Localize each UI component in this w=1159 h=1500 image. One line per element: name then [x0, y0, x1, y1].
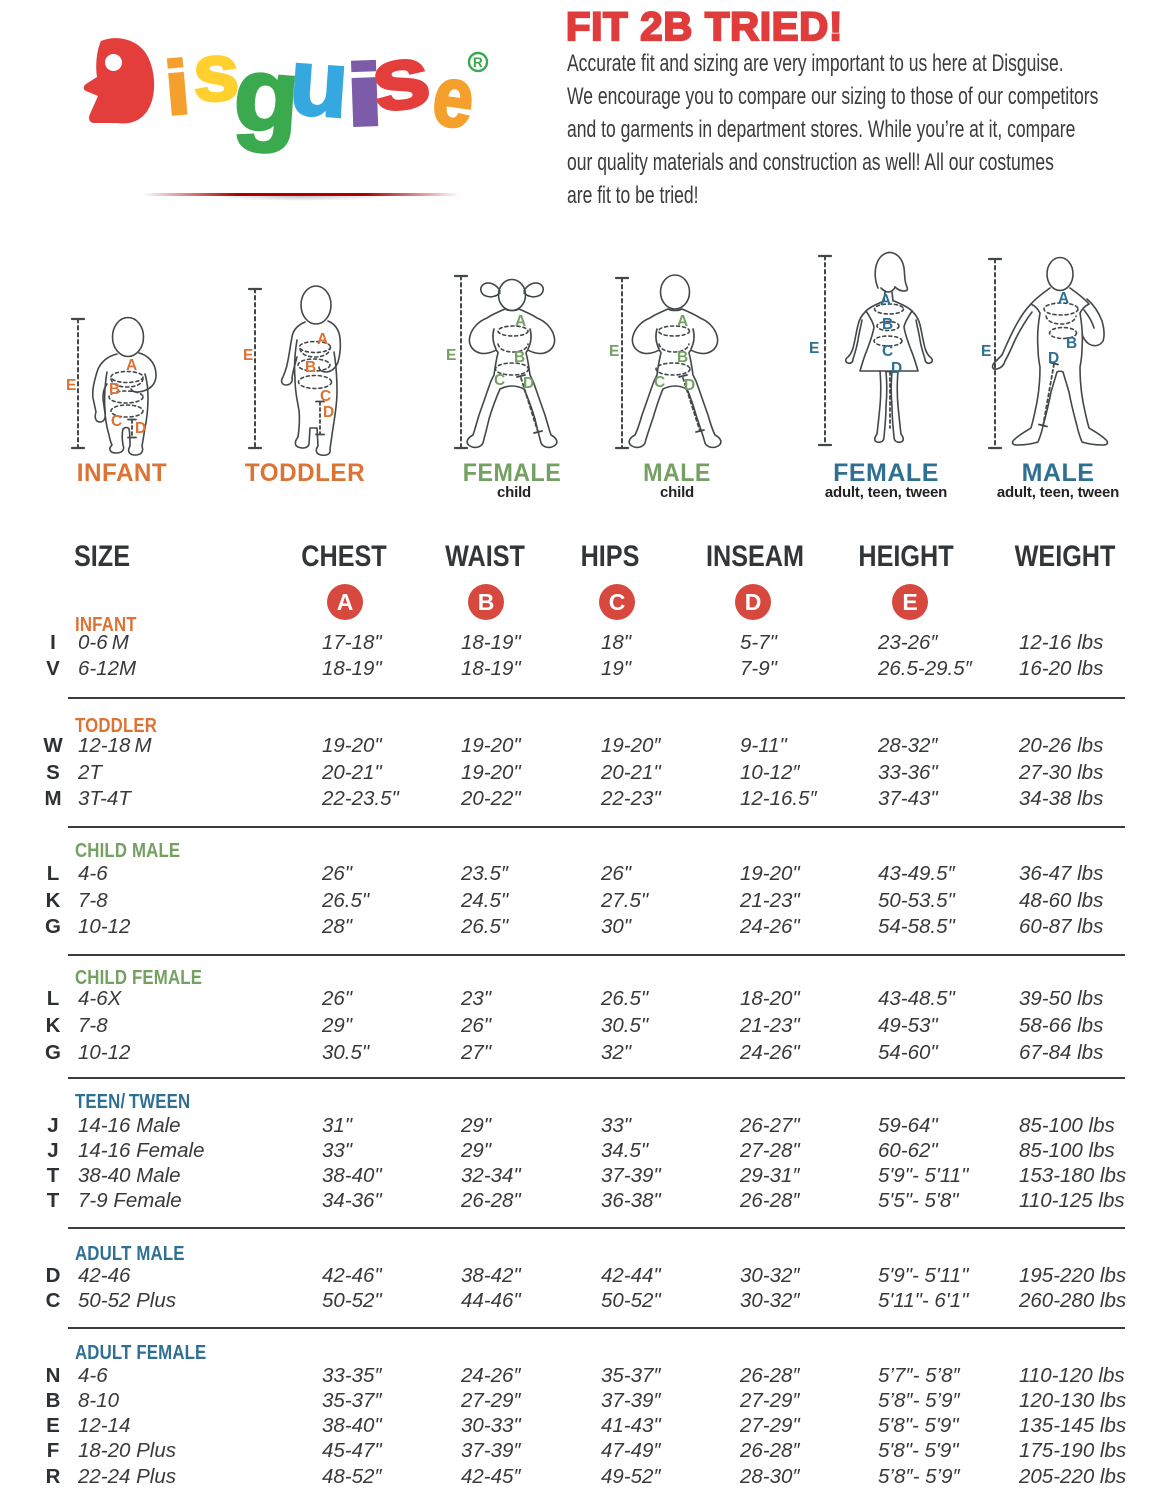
svg-text:u: u — [287, 29, 352, 137]
svg-text:A: A — [317, 331, 328, 348]
svg-text:E: E — [446, 347, 456, 364]
svg-text:B: B — [677, 349, 688, 366]
svg-text:C: C — [494, 372, 505, 389]
svg-text:A: A — [880, 292, 891, 309]
svg-text:A: A — [126, 357, 137, 374]
svg-text:E: E — [981, 343, 991, 360]
svg-text:D: D — [323, 404, 334, 421]
svg-text:C: C — [882, 343, 893, 360]
svg-text:B: B — [882, 316, 893, 333]
svg-text:B: B — [1066, 335, 1077, 352]
svg-text:D: D — [135, 420, 146, 437]
svg-text:A: A — [677, 313, 688, 330]
svg-text:D: D — [891, 360, 902, 377]
svg-text:C: C — [654, 374, 665, 391]
svg-text:D: D — [523, 375, 534, 392]
svg-text:E: E — [809, 340, 819, 357]
svg-text:A: A — [1058, 290, 1069, 307]
svg-text:E: E — [66, 377, 76, 394]
svg-text:B: B — [109, 381, 120, 398]
svg-text:C: C — [320, 388, 331, 405]
svg-text:B: B — [514, 349, 525, 366]
svg-text:A: A — [515, 313, 526, 330]
svg-text:D: D — [684, 377, 695, 394]
svg-text:E: E — [243, 347, 253, 364]
svg-text:s: s — [365, 26, 436, 131]
svg-text:i: i — [342, 46, 387, 146]
svg-text:B: B — [305, 359, 316, 376]
svg-text:s: s — [191, 27, 240, 119]
svg-text:D: D — [1048, 350, 1059, 367]
svg-text:E: E — [609, 343, 619, 360]
svg-text:g: g — [230, 35, 303, 155]
svg-text:C: C — [111, 413, 122, 430]
svg-text:R: R — [473, 55, 483, 70]
